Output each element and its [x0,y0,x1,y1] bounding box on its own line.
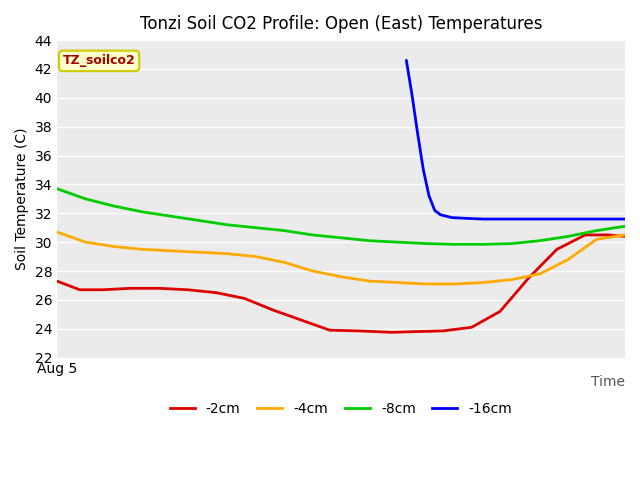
Title: Tonzi Soil CO2 Profile: Open (East) Temperatures: Tonzi Soil CO2 Profile: Open (East) Temp… [140,15,542,33]
Legend: -2cm, -4cm, -8cm, -16cm: -2cm, -4cm, -8cm, -16cm [164,396,518,421]
Text: TZ_soilco2: TZ_soilco2 [63,54,136,67]
Text: Time: Time [591,375,625,389]
Y-axis label: Soil Temperature (C): Soil Temperature (C) [15,128,29,270]
